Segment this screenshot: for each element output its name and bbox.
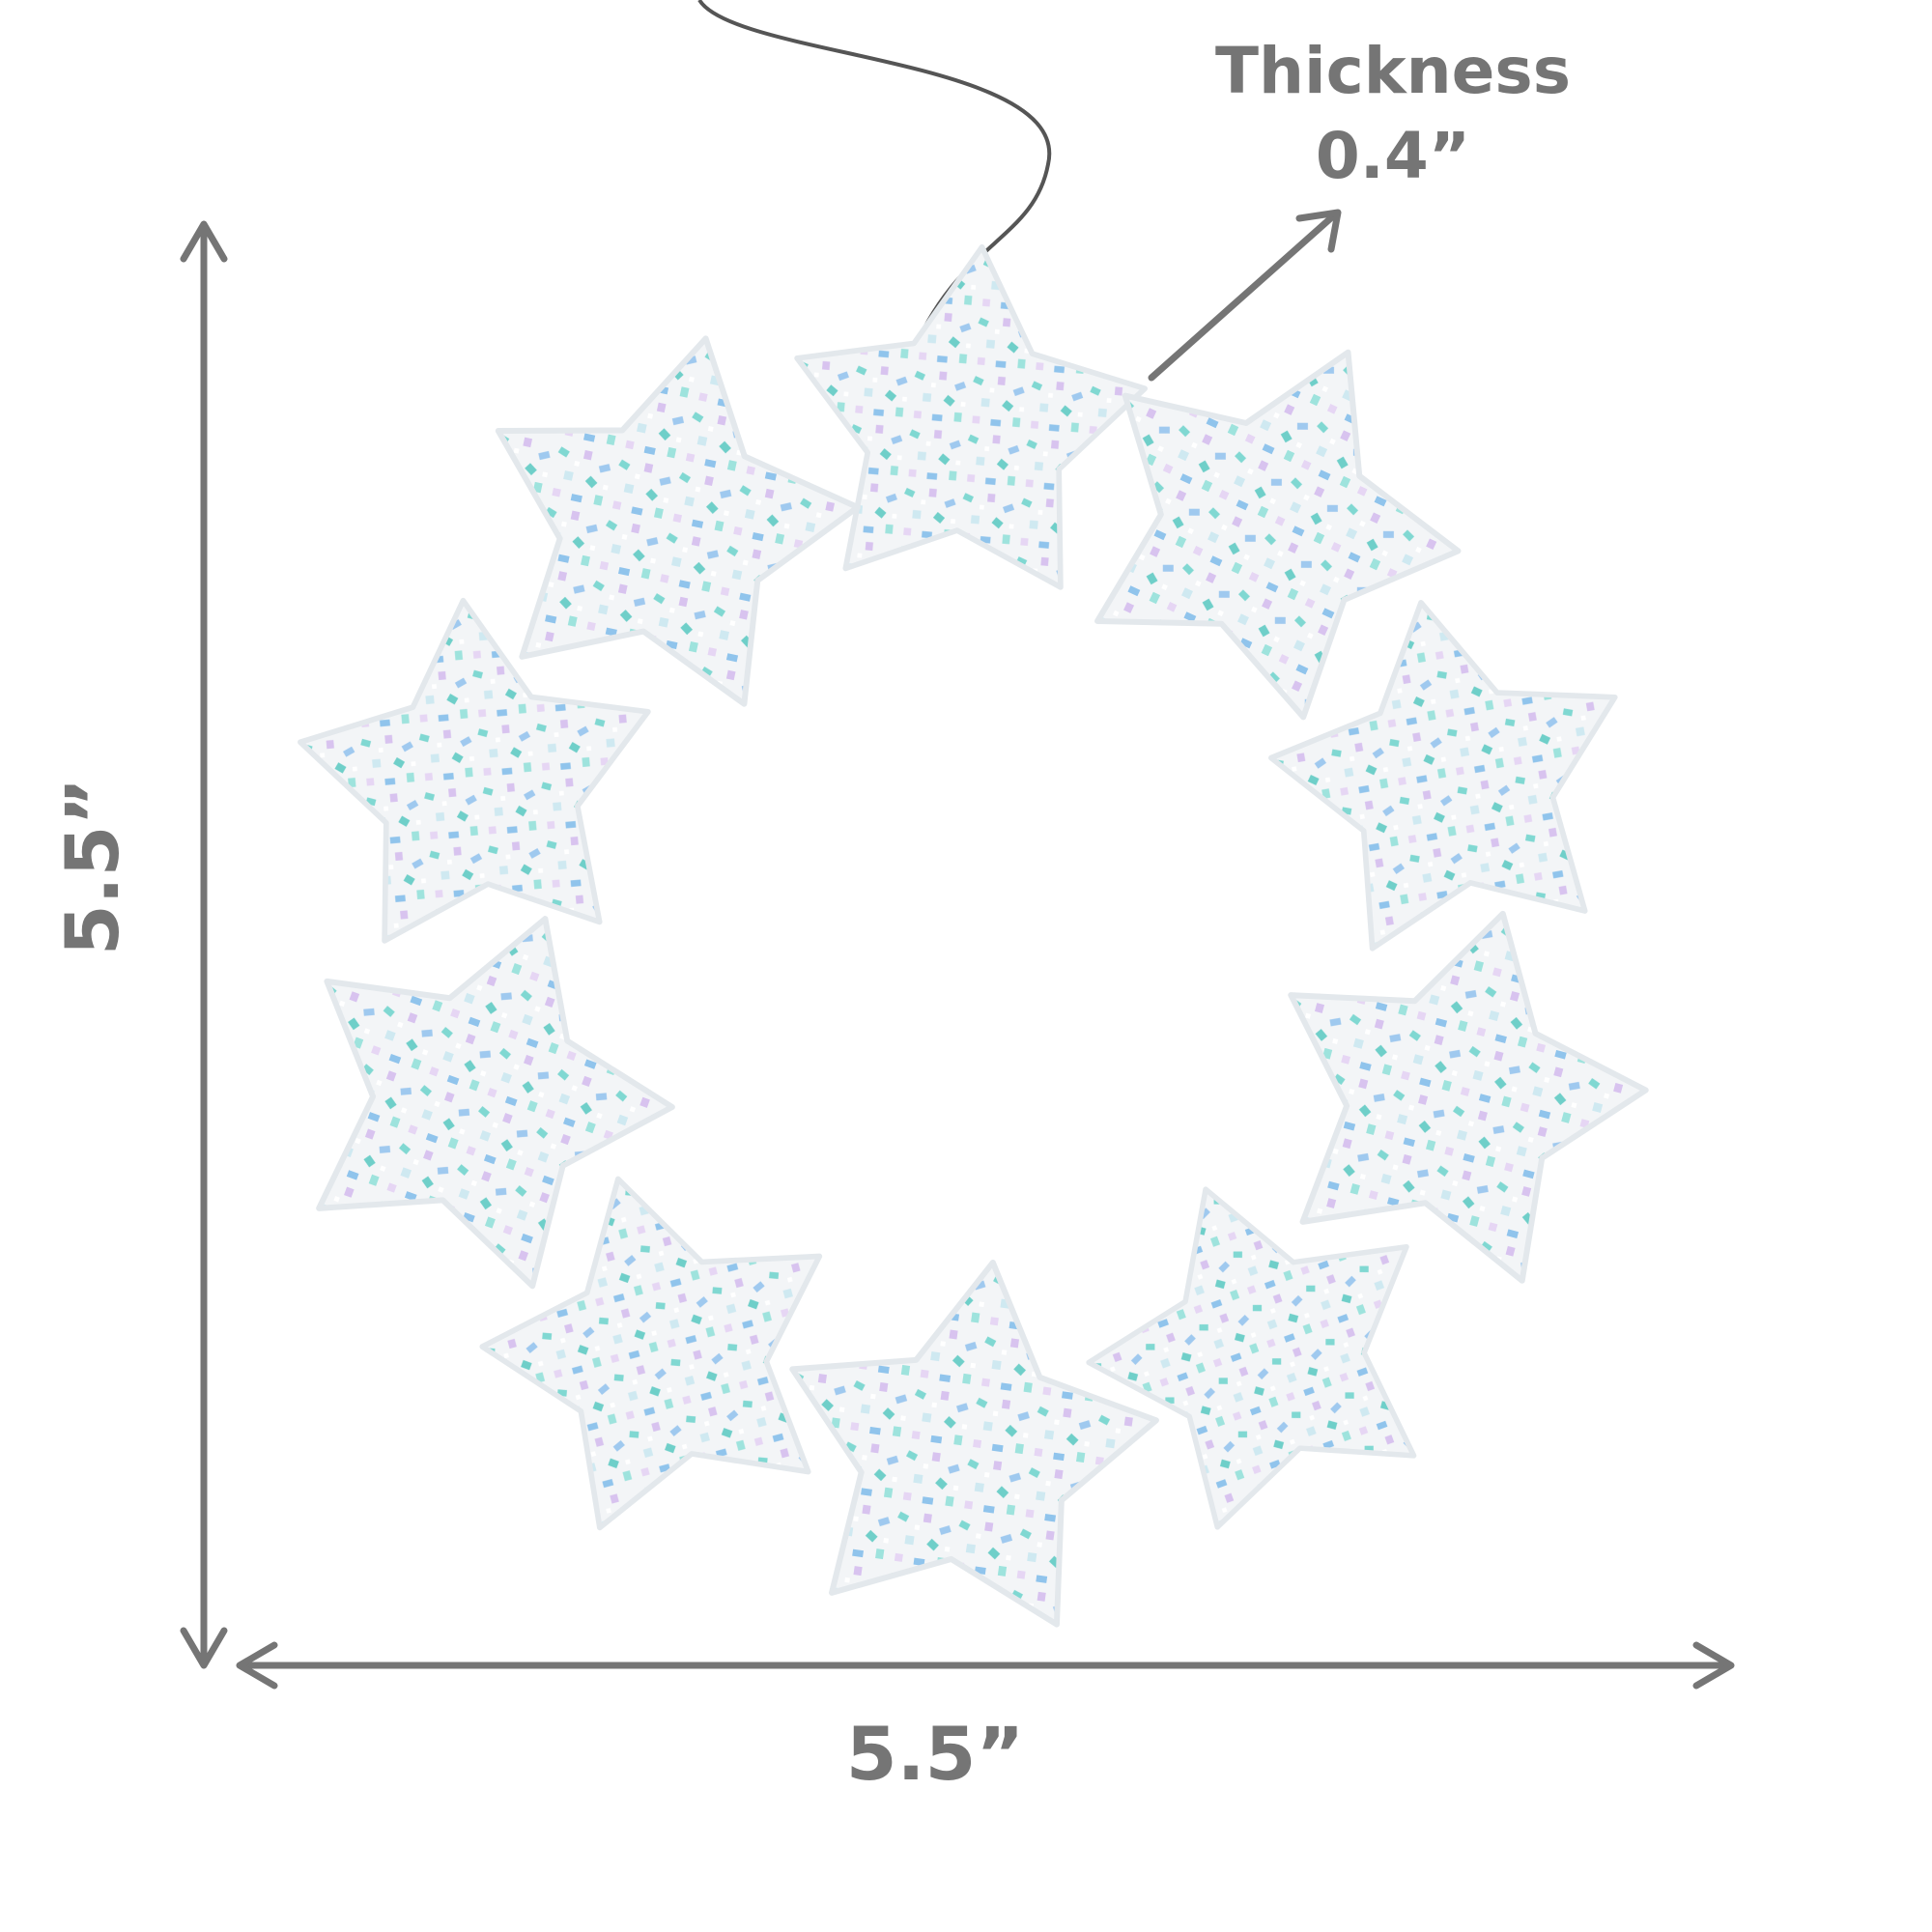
width-label: 5.5” bbox=[846, 1711, 1025, 1797]
star-wreath bbox=[253, 232, 1681, 1634]
dimension-arrows bbox=[180, 209, 1735, 1690]
thickness-label: Thickness bbox=[1215, 34, 1571, 108]
thickness-value: 0.4” bbox=[1316, 119, 1470, 193]
height-label: 5.5” bbox=[49, 778, 135, 956]
